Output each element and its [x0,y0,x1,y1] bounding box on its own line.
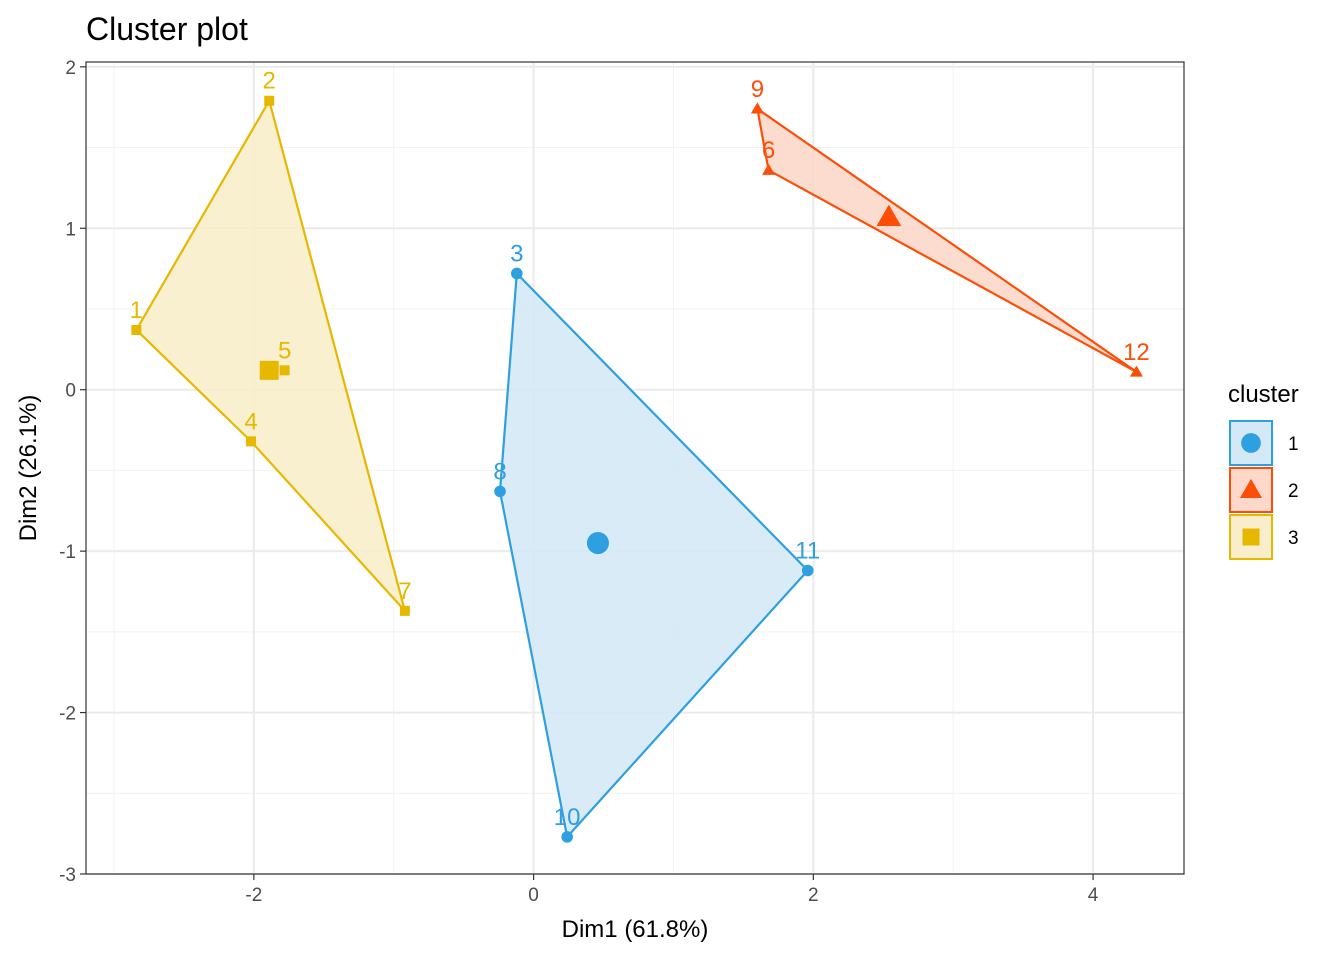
cluster-3-point [264,95,275,106]
chart-title: Cluster plot [86,11,248,47]
cluster-2-hull [756,107,1138,374]
plot-panel-border [85,61,1185,875]
y-tick-label: 0 [65,381,76,402]
y-tick-label: 2 [65,58,76,79]
legend-title: cluster [1228,381,1299,408]
cluster-1-point [561,831,573,843]
y-tick-label: -1 [59,542,76,563]
point-label: 10 [554,804,581,831]
point-label: 9 [751,76,764,103]
y-axis-title: Dim2 (26.1%) [15,395,42,542]
data-points [131,95,1143,843]
y-tick-label: 1 [65,219,76,240]
x-tick-label: -2 [245,885,262,906]
cluster-3-point [399,605,410,616]
cluster-1-hull [498,272,809,838]
axes: -2 0 2 4 -3 -2 -1 0 1 2 [59,58,1099,906]
point-label: 5 [278,337,291,364]
cluster-2-point [762,163,776,175]
y-tick-label: -3 [59,865,76,886]
point-label: 12 [1123,339,1150,366]
point-label: 6 [762,137,775,164]
cluster-1-point [801,564,814,577]
x-axis-title: Dim1 (61.8%) [562,916,709,943]
point-label: 1 [130,297,143,324]
point-label: 11 [795,538,820,565]
point-label: 3 [510,240,523,267]
cluster-3-center [259,360,279,380]
legend-label-1: 1 [1288,434,1299,455]
point-label: 8 [493,458,506,485]
cluster-hulls [135,99,1138,838]
cluster-3-hull [135,99,407,612]
legend-symbol-2 [1239,478,1263,499]
legend-label-3: 3 [1288,528,1299,549]
cluster-2-point [750,102,764,114]
point-label: 7 [398,578,411,605]
point-labels: 3 8 10 11 9 6 12 2 1 5 4 7 [130,68,1150,831]
cluster-1-point [494,485,506,498]
legend: cluster 1 2 3 [1228,381,1299,560]
point-label: 2 [263,68,276,95]
cluster-3-point [131,324,142,335]
cluster-2-point [1129,365,1143,377]
legend-symbol-3 [1242,528,1260,546]
cluster-1-point [511,267,523,280]
x-tick-label: 2 [808,885,819,906]
legend-symbol-1 [1241,433,1261,453]
x-tick-label: 4 [1088,885,1099,906]
x-tick-label: 0 [528,885,539,906]
cluster-3-point [279,365,290,376]
cluster-3-point [246,436,257,447]
cluster-1-center [586,532,609,555]
y-tick-label: -2 [59,704,76,725]
point-label: 4 [244,408,257,435]
legend-label-2: 2 [1288,481,1299,502]
cluster-2-center [876,204,902,226]
